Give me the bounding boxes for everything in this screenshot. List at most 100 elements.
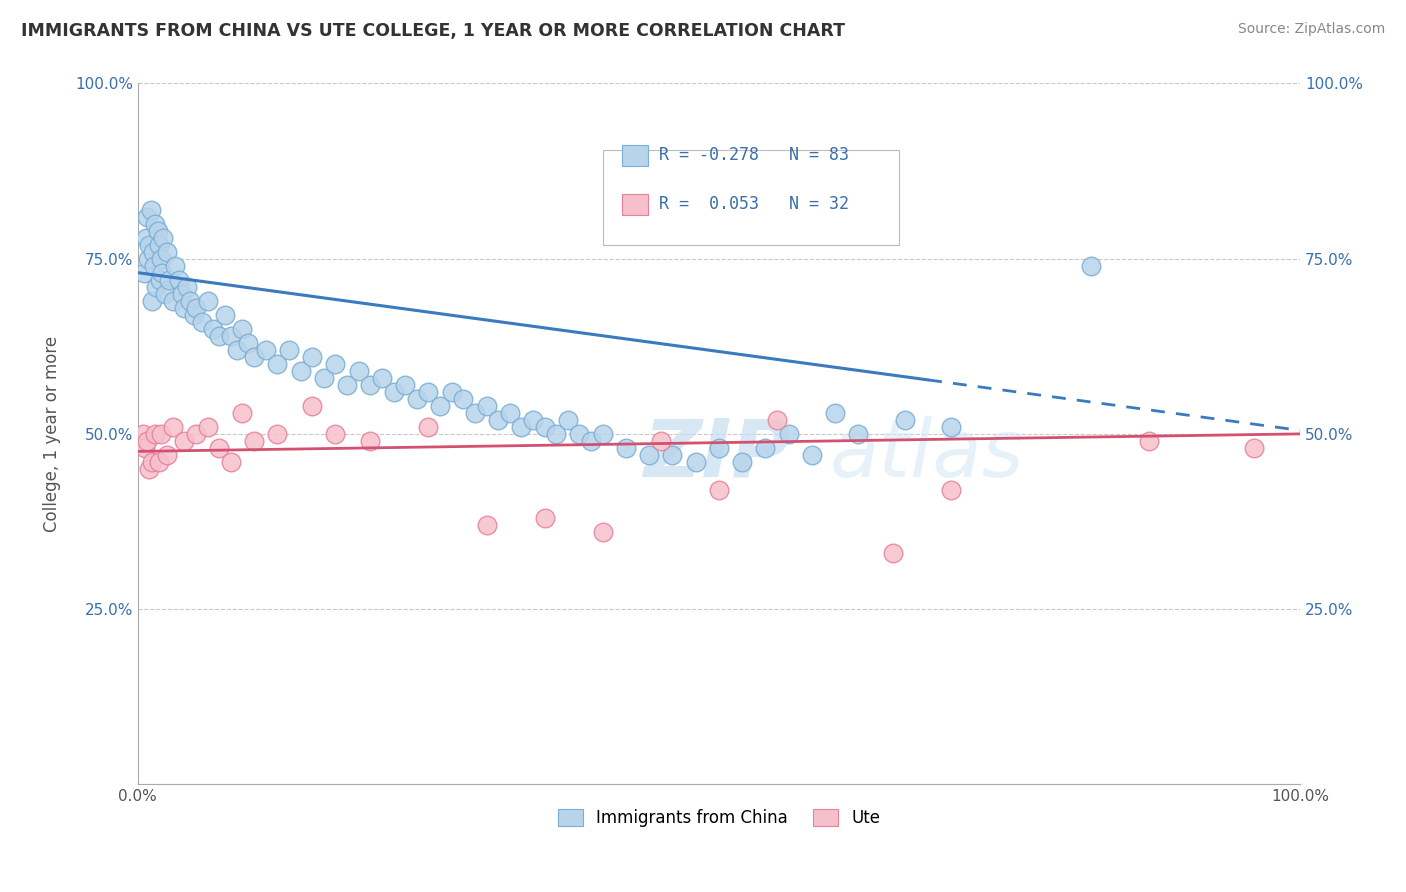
Text: atlas: atlas [830,416,1024,494]
Point [266,426,288,441]
Point [557,413,579,427]
Point [336,377,359,392]
Point [661,448,683,462]
Point [707,483,730,497]
Point [157,273,180,287]
Point [156,244,179,259]
Point [150,426,173,441]
Point [231,406,253,420]
Point [359,434,381,448]
Point [197,293,219,308]
Point [141,455,163,469]
Point [800,448,823,462]
Point [1243,441,1265,455]
Point [145,279,167,293]
Point [138,462,160,476]
Point [475,399,498,413]
Point [136,252,159,266]
Point [522,413,544,427]
Point [176,279,198,293]
Point [941,483,963,497]
Point [464,406,486,420]
Text: R =  0.053   N = 32: R = 0.053 N = 32 [658,195,848,213]
Point [278,343,301,357]
Point [170,286,193,301]
Point [135,230,157,244]
Point [214,308,236,322]
Point [136,434,159,448]
Point [238,335,260,350]
Point [162,420,184,434]
Text: R = -0.278   N = 83: R = -0.278 N = 83 [658,146,848,164]
Point [243,350,266,364]
Point [1080,259,1102,273]
Point [231,322,253,336]
Point [533,420,555,434]
Point [167,273,190,287]
Point [183,308,205,322]
Point [153,286,176,301]
Point [685,455,707,469]
Point [778,426,800,441]
Point [165,259,187,273]
Point [290,364,312,378]
Text: Source: ZipAtlas.com: Source: ZipAtlas.com [1237,22,1385,37]
Point [173,301,195,315]
Point [243,434,266,448]
Point [152,230,174,244]
Point [475,518,498,533]
Point [440,384,463,399]
Point [184,301,207,315]
Y-axis label: College, 1 year or more: College, 1 year or more [44,335,60,532]
FancyBboxPatch shape [623,194,648,215]
Point [510,420,533,434]
Point [371,371,394,385]
Point [418,384,440,399]
Point [266,357,288,371]
Point [197,420,219,434]
Point [219,328,242,343]
Point [254,343,277,357]
Point [359,377,381,392]
Point [568,426,591,441]
Point [208,328,231,343]
Point [184,426,207,441]
Point [650,434,672,448]
Point [546,426,568,441]
Point [173,434,195,448]
Point [301,350,323,364]
Point [149,273,172,287]
Point [141,293,163,308]
Point [941,420,963,434]
Point [312,371,335,385]
Point [394,377,416,392]
Point [766,413,789,427]
Point [382,384,405,399]
Point [405,392,427,406]
Point [219,455,242,469]
Point [191,315,214,329]
Point [451,392,474,406]
FancyBboxPatch shape [603,150,898,244]
Point [162,293,184,308]
Point [592,426,614,441]
Point [143,426,166,441]
Point [225,343,247,357]
Point [614,441,637,455]
Point [707,441,730,455]
Point [208,441,231,455]
Point [134,441,156,455]
Point [131,426,153,441]
Point [754,441,776,455]
Point [848,426,870,441]
Point [347,364,370,378]
Point [143,259,166,273]
Point [592,524,614,539]
Point [150,252,173,266]
FancyBboxPatch shape [623,145,648,166]
Point [150,266,173,280]
Point [301,399,323,413]
Point [882,546,904,560]
Point [202,322,225,336]
Point [533,511,555,525]
